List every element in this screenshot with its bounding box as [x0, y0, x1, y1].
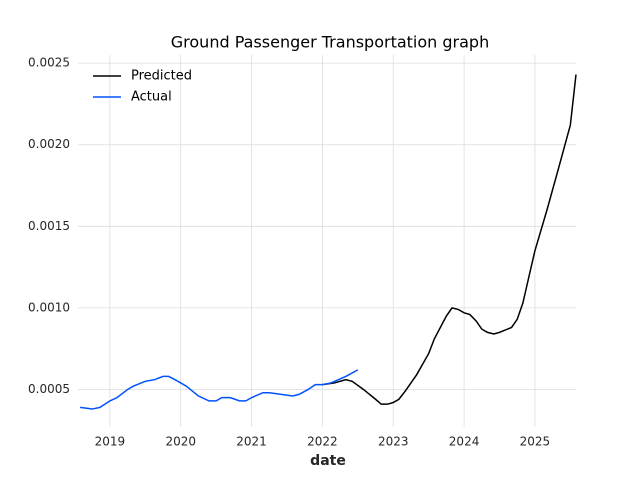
- y-tick-label: 0.0005: [28, 382, 70, 396]
- x-tick-label: 2025: [520, 435, 551, 449]
- legend-label: Predicted: [131, 69, 192, 84]
- chart-title: Ground Passenger Transportation graph: [171, 33, 489, 52]
- x-tick-label: 2019: [95, 435, 126, 449]
- series-line: [80, 369, 359, 410]
- x-tick-label: 2023: [378, 435, 409, 449]
- y-tick-label: 0.0025: [28, 56, 70, 70]
- y-tick-label: 0.0010: [28, 300, 70, 314]
- x-tick-label: 2020: [165, 435, 196, 449]
- x-tick-label: 2021: [236, 435, 267, 449]
- y-tick-label: 0.0015: [28, 219, 70, 233]
- x-tick-label: 2024: [449, 435, 480, 449]
- x-tick-label: 2022: [307, 435, 338, 449]
- y-tick-label: 0.0020: [28, 137, 70, 151]
- grid: [78, 55, 576, 427]
- x-axis-label: date: [310, 453, 346, 469]
- series-line: [322, 74, 577, 405]
- legend-label: Actual: [131, 90, 172, 105]
